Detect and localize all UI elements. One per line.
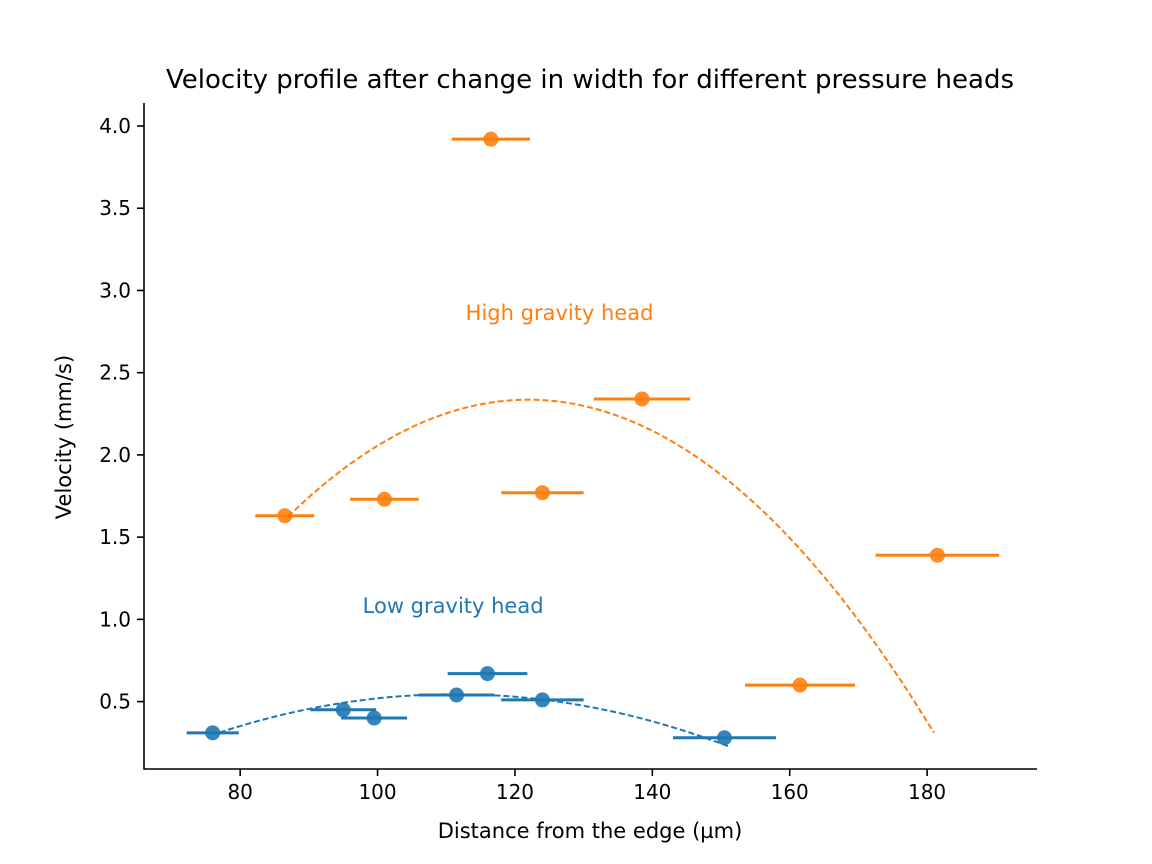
y-tick-label: 1.5 — [99, 525, 131, 549]
data-point — [376, 491, 392, 507]
x-tick-label: 120 — [496, 780, 534, 804]
data-point — [792, 677, 808, 693]
data-point — [634, 391, 650, 407]
series-0 — [186, 666, 776, 747]
chart-title: Velocity profile after change in width f… — [166, 65, 1014, 95]
x-tick-label: 180 — [908, 780, 946, 804]
annotation-label: Low gravity head — [363, 594, 544, 618]
y-tick-label: 3.0 — [99, 278, 131, 302]
series-1 — [255, 131, 1000, 734]
x-axis-label: Distance from the edge (µm) — [438, 819, 743, 843]
plot-area: 80 100 120 140 160 180 0.5 1.0 1.5 2.0 2.5 3.0 3.5 4.… — [99, 103, 1037, 804]
x-tick-label: 140 — [633, 780, 671, 804]
data-point — [716, 730, 732, 746]
fit-curve — [287, 398, 935, 734]
data-point — [205, 725, 221, 741]
x-tick-label: 80 — [227, 780, 252, 804]
data-point — [335, 702, 351, 718]
data-point — [449, 687, 465, 703]
data-point — [366, 710, 382, 726]
data-point — [277, 508, 293, 524]
data-point — [929, 547, 945, 563]
data-point — [534, 692, 550, 708]
x-tick-label: 160 — [771, 780, 809, 804]
y-tick-label: 2.0 — [99, 443, 131, 467]
data-point — [479, 666, 495, 682]
data-point — [534, 485, 550, 501]
y-tick-label: 0.5 — [99, 690, 131, 714]
y-tick-label: 4.0 — [99, 114, 131, 138]
x-tick-label: 100 — [358, 780, 396, 804]
y-tick-label: 3.5 — [99, 196, 131, 220]
annotation-label: High gravity head — [466, 301, 654, 325]
y-tick-label: 1.0 — [99, 607, 131, 631]
data-point — [483, 131, 499, 147]
y-tick-label: 2.5 — [99, 361, 131, 385]
y-axis-label: Velocity (mm/s) — [52, 355, 76, 519]
